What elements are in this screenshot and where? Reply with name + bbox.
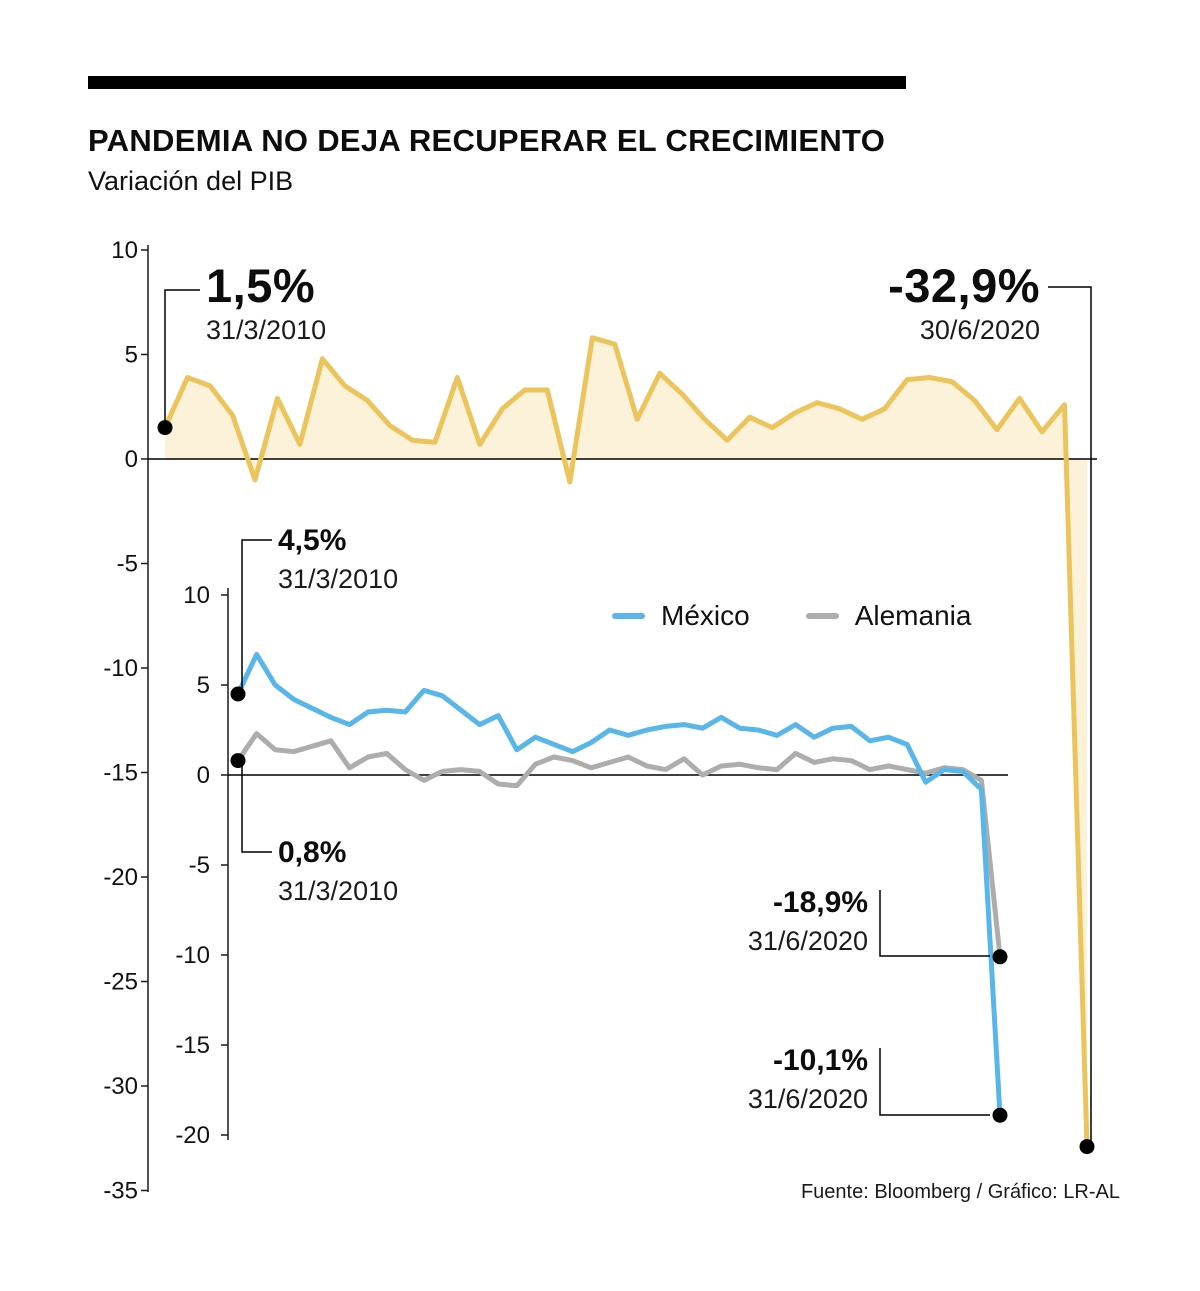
main-y-tick-label: 10 bbox=[111, 237, 138, 264]
annotation-leader-line bbox=[241, 539, 272, 688]
annotation-end-lower: -10,1% 31/6/2020 bbox=[748, 1046, 868, 1115]
legend-item-mexico: México bbox=[612, 600, 750, 632]
inset-y-tick-label: -20 bbox=[175, 1122, 210, 1149]
page-title: PANDEMIA NO DEJA RECUPERAR EL CRECIMIENT… bbox=[88, 122, 886, 158]
series-line-alemania bbox=[235, 731, 1003, 960]
inset-y-tick-label: 0 bbox=[197, 762, 210, 789]
annotation-value: -32,9% bbox=[888, 259, 1040, 312]
annotation-leader-line bbox=[1048, 286, 1092, 1146]
annotation-leader-line bbox=[241, 766, 272, 853]
legend: México Alemania bbox=[612, 600, 971, 632]
annotation-value: -10,1% bbox=[772, 1044, 868, 1077]
mexico-line-swatch bbox=[612, 613, 645, 619]
annotation-value: 4,5% bbox=[278, 524, 347, 557]
data-point-dot bbox=[1079, 1139, 1095, 1155]
legend-label-alemania: Alemania bbox=[854, 600, 972, 631]
annotation-value: -18,9% bbox=[772, 886, 868, 919]
annotation-date: 31/3/2010 bbox=[206, 315, 327, 345]
annotation-date: 31/6/2020 bbox=[747, 1084, 868, 1114]
data-point-dot bbox=[992, 949, 1008, 965]
data-point-dot bbox=[157, 420, 173, 436]
annotation-main-end: -32,9% 30/6/2020 bbox=[888, 262, 1040, 346]
data-point-dot bbox=[992, 1107, 1008, 1123]
main-y-tick-label: -5 bbox=[117, 551, 138, 578]
inset-y-tick-label: -5 bbox=[189, 852, 210, 879]
main-y-tick-label: -30 bbox=[103, 1073, 138, 1100]
annotation-date: 31/3/2010 bbox=[278, 876, 399, 906]
inset-y-tick-label: 5 bbox=[197, 672, 210, 699]
annotation-leader-line bbox=[164, 289, 200, 421]
annotation-leader-line bbox=[879, 1048, 990, 1116]
source-credit: Fuente: Bloomberg / Gráfico: LR-AL bbox=[800, 1181, 1120, 1203]
main-y-tick-label: -20 bbox=[103, 864, 138, 891]
top-rule bbox=[88, 76, 906, 89]
data-point-dot bbox=[230, 686, 246, 702]
alemania-line-swatch bbox=[805, 613, 839, 619]
chart-subtitle: Variación del PIB bbox=[88, 166, 294, 196]
annotation-date: 30/6/2020 bbox=[919, 315, 1040, 345]
annotation-mexico-start: 4,5% 31/3/2010 bbox=[278, 526, 398, 595]
series-line-mexico bbox=[235, 651, 1003, 1118]
main-y-tick-label: -15 bbox=[103, 760, 138, 787]
annotation-end-upper: -18,9% 31/6/2020 bbox=[748, 888, 868, 957]
main-y-tick-label: 5 bbox=[125, 342, 138, 369]
inset-y-tick-label: -15 bbox=[175, 1032, 210, 1059]
data-point-dot bbox=[230, 753, 246, 769]
inset-y-tick-label: 10 bbox=[183, 582, 210, 609]
legend-label-mexico: México bbox=[661, 600, 750, 631]
main-y-tick-label: 0 bbox=[125, 446, 138, 473]
main-series-line bbox=[162, 335, 1090, 1150]
main-y-tick-label: -35 bbox=[103, 1178, 138, 1205]
annotation-value: 0,8% bbox=[278, 836, 347, 869]
main-y-tick-label: -10 bbox=[103, 655, 138, 682]
annotation-value: 1,5% bbox=[206, 259, 316, 312]
annotation-date: 31/6/2020 bbox=[747, 926, 868, 956]
legend-item-alemania: Alemania bbox=[805, 600, 972, 632]
annotation-date: 31/3/2010 bbox=[278, 564, 399, 594]
main-y-tick-label: -25 bbox=[103, 969, 138, 996]
annotation-leader-line bbox=[879, 890, 990, 957]
annotation-alemania-start: 0,8% 31/3/2010 bbox=[278, 838, 398, 907]
annotation-main-start: 1,5% 31/3/2010 bbox=[206, 262, 326, 346]
inset-y-tick-label: -10 bbox=[175, 942, 210, 969]
